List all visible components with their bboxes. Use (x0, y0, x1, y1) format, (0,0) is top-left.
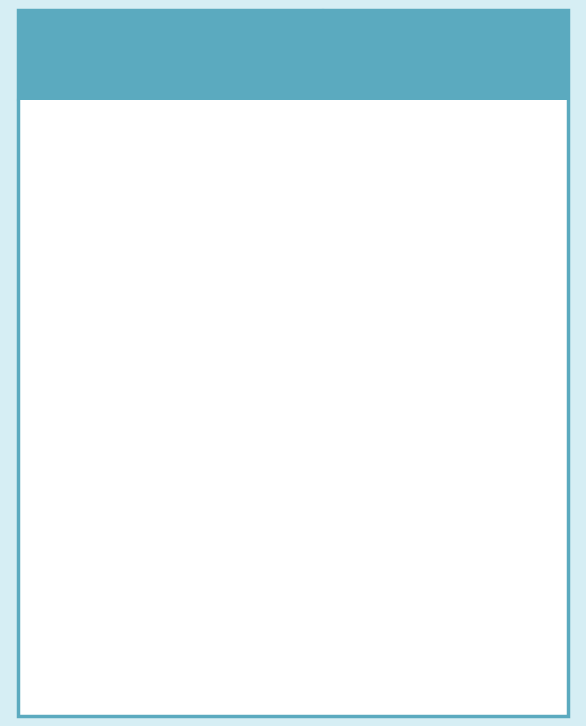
Text: E. rariseta (13): E. rariseta (13) (118, 606, 223, 620)
Text: 7: 7 (441, 319, 450, 333)
Text: E. minuta (8): E. minuta (8) (125, 401, 216, 415)
Text: 3: 3 (441, 648, 450, 661)
Text: 3: 3 (441, 155, 450, 168)
Text: 2: 2 (441, 237, 450, 250)
Text: E. nobilii (9): E. nobilii (9) (129, 442, 212, 456)
Text: 5: 5 (441, 566, 450, 579)
Text: 5: 5 (441, 196, 450, 210)
Text: E. harpa (6): E. harpa (6) (130, 319, 212, 333)
Text: 3: 3 (441, 278, 450, 292)
Text: E. quinquecarinatus (11): E. quinquecarinatus (11) (85, 524, 256, 538)
Text: E. daidaleos (2): E. daidaleos (2) (117, 155, 224, 168)
Text: 4: 4 (441, 688, 450, 703)
Text: 11: 11 (437, 442, 455, 456)
Text: 3: 3 (441, 360, 450, 374)
Text: E. focardii (4): E. focardii (4) (124, 237, 217, 250)
Text: NUMBER OF STRAINS
ANALYZED: NUMBER OF STRAINS ANALYZED (350, 38, 541, 71)
Text: 5: 5 (441, 524, 450, 538)
Text: 4: 4 (441, 483, 450, 497)
Text: E. crassus (1): E. crassus (1) (124, 113, 217, 128)
Text: E. polaris (10): E. polaris (10) (122, 483, 219, 497)
Text: E. magnicirratus (7): E. magnicirratus (7) (102, 360, 240, 374)
Text: 17: 17 (437, 113, 454, 128)
Text: E. vannus (14): E. vannus (14) (120, 648, 221, 661)
Text: 5: 5 (441, 401, 450, 415)
Text: E. gracilis (5): E. gracilis (5) (125, 278, 216, 292)
Text: E. woodruffi (15): E. woodruffi (15) (113, 688, 229, 703)
Text: E. euryhalinus (3): E. euryhalinus (3) (110, 196, 232, 210)
Text: SPECIES: SPECIES (134, 47, 208, 62)
Text: 4: 4 (441, 606, 450, 620)
Text: E. raikovi (12): E. raikovi (12) (122, 566, 219, 579)
